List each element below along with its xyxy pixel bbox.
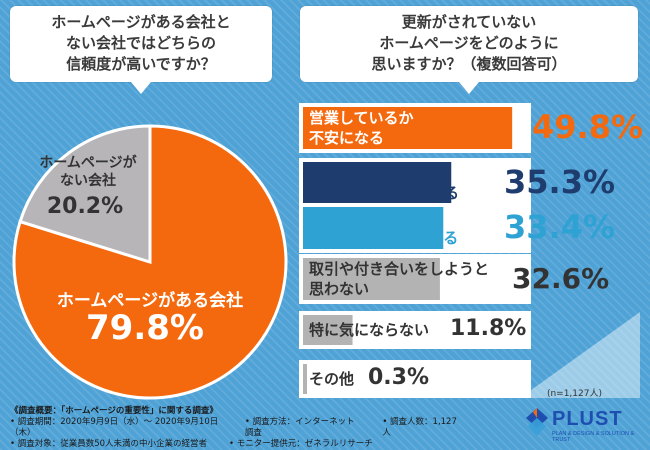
pie-value-with-homepage: 79.8% <box>86 308 204 348</box>
survey-title: 《調査概要：「ホームページの重要性」に関する調査》 <box>10 406 218 416</box>
bar-card <box>299 360 531 398</box>
bar-value-3: 32.6% <box>512 261 610 295</box>
bar-1 <box>303 162 452 204</box>
survey-count: • 調査人数：1,127人 <box>382 417 457 438</box>
survey-summary: 《調査概要：「ホームページの重要性」に関する調査》 • 調査期間：2020年9月… <box>10 406 480 450</box>
survey-provider: • モニター提供元：ゼネラルリサーチ <box>229 439 373 449</box>
logo-mark-icon <box>526 408 548 436</box>
question-left-text: ホームページがある会社と ない会社ではどちらの 信頼度が高いですか？ <box>51 13 231 73</box>
bar-2 <box>303 207 444 249</box>
bar-value-1: 35.3% <box>504 163 616 202</box>
bar-label-0: 営業しているか 不安になる <box>309 109 414 147</box>
bar-0 <box>303 107 513 149</box>
bar-4 <box>303 315 353 345</box>
pie-label-with-homepage: ホームページがある会社 <box>56 291 244 311</box>
bar-5 <box>303 364 307 394</box>
logo-name: PLUST <box>552 408 623 430</box>
pie-label-without-homepage: ホームページが ない会社 <box>39 155 137 189</box>
bar-label-1: 載っている情報が 正しいのか不安になる <box>309 164 460 202</box>
bar-value-5: 0.3% <box>368 365 430 391</box>
survey-method: • 調査方法：インターネット調査 <box>244 417 355 438</box>
sample-size-note: (n=1,127人) <box>546 389 602 399</box>
logo-tagline: PLAN & DESIGN & SOLUTION & TRUST <box>552 431 635 443</box>
question-left-bubble: ホームページがある会社と ない会社ではどちらの 信頼度が高いですか？ <box>10 6 272 94</box>
bar-label-4: 特に気にならない <box>309 321 430 339</box>
bar-label-5: その他 <box>309 370 355 388</box>
pie-slice-without-homepage <box>18 124 152 265</box>
decorative-triangle <box>520 312 640 398</box>
question-right-bubble: 更新がされていない ホームページをどのように 思いますか？（複数回答可） <box>300 6 638 94</box>
plust-logo: PLUST PLAN & DESIGN & SOLUTION & TRUST <box>524 404 644 444</box>
survey-period: • 調査期間：2020年9月9日（水）〜 2020年9月10日（木） <box>10 417 219 438</box>
bar-label-3: 取引や付き合いをしようと 思わない <box>309 260 490 298</box>
question-right-text: 更新がされていない ホームページをどのように 思いますか？（複数回答可） <box>371 13 567 73</box>
bar-3 <box>303 258 440 300</box>
bar-value-2: 33.4% <box>504 208 616 247</box>
bar-value-4: 11.8% <box>450 316 527 342</box>
bar-label-2: 迅速な対応が できないように見える <box>309 209 459 247</box>
bar-value-0: 49.8% <box>532 108 644 147</box>
pie-value-without-homepage: 20.2% <box>46 194 124 219</box>
survey-target: • 調査対象：従業員数50人未満の中小企業の経営者 <box>10 439 208 449</box>
